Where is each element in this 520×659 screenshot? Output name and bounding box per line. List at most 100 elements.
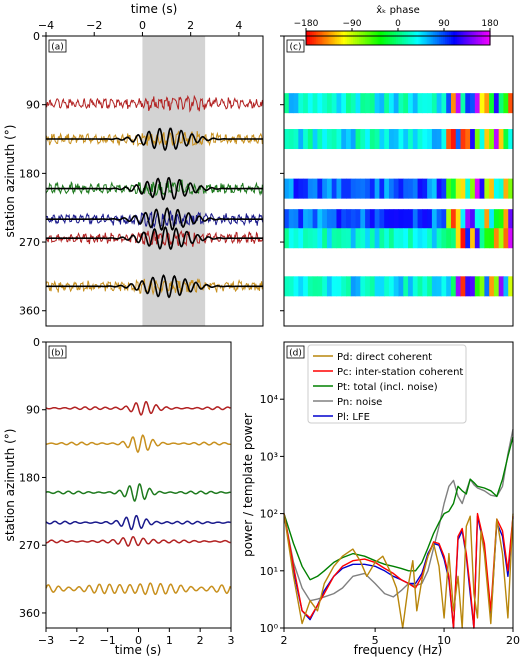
panel-c-colorbar-cell-19 [344,31,348,45]
panel-c-row-0-cell-35 [450,93,457,114]
panel-c-row-3-cell-13 [346,209,352,230]
panel-c-row-4-cell-27 [412,228,419,249]
panel-c-row-4-cell-1 [288,228,295,249]
panel-c-row-5-cell-31 [431,276,438,297]
panel-c-row-3-cell-45 [498,209,504,230]
panel-c-colorbar-cell-58 [424,31,428,45]
panel-c-colorbar-cell-47 [402,31,405,45]
panel-c-row-5-cell-10 [331,276,337,297]
panel-c-row-5-cell-41 [479,276,485,297]
panel-a-xtick-label-2: 0 [139,19,146,32]
panel-c-colorbar-cell-84 [477,31,481,45]
panel-c-row-1-cell-11 [336,129,342,150]
panel-c-row-2-cell-4 [303,178,309,199]
panel-c-row-1-cell-44 [493,129,500,150]
panel-c-row-5-cell-20 [379,276,385,297]
panel-a-ytick-label-4: 360 [19,305,40,318]
panel-a-trace-0 [45,94,264,113]
panel-c-row-1-cell-4 [303,129,309,150]
panel-c-row-4-cell-9 [326,228,333,249]
panel-d-series-0 [283,513,514,629]
panel-a-trace-1 [45,130,264,147]
panel-c-row-1-cell-27 [412,129,419,150]
panel-c-row-0-cell-40 [474,93,481,114]
panel-c-row-1-cell-42 [484,129,490,150]
panel-d-ytick-label-4: 10⁴ [260,393,279,406]
panel-c-colorbar-cell-5 [316,31,319,45]
panel-c-row-4-cell-35 [450,228,457,249]
panel-c-row-5-cell-8 [322,276,328,297]
panel-c-colorbar-cell-39 [385,31,389,45]
panel-c-row-4-cell-15 [355,228,361,249]
panel-c-row-4-cell-32 [436,228,442,249]
panel-d-label-box [286,345,305,359]
panel-c-row-4-cell-29 [422,228,428,249]
panel-c-row-4-cell-0 [284,228,290,249]
panel-c-colorbar-cell-24 [355,31,358,45]
panel-b-label-box [48,345,67,359]
panel-c-row-1-cell-46 [503,129,509,150]
panel-c-row-5-cell-34 [446,276,452,297]
panel-c-row-4-cell-37 [460,228,466,249]
panel-b-ytick-label-3: 270 [19,539,40,552]
panel-c-row-4-cell-10 [331,228,337,249]
panel-c-colorbar-cell-71 [451,31,454,45]
panel-a-trace-3 [45,209,264,230]
panel-c-row-3-cell-39 [470,209,476,230]
panel-d-xtick-label-1: 5 [372,634,379,647]
panel-c-row-3-cell-44 [493,209,500,230]
panel-c-colorbar-cell-17 [340,31,344,45]
panel-c-row-3-cell-38 [465,209,471,230]
panel-c-row-0-cell-34 [446,93,452,114]
panel-c-row-3-cell-28 [417,209,423,230]
panel-c-row-0-cell-17 [365,93,371,114]
panel-c-row-3-cell-20 [379,209,385,230]
panel-c-row-1-cell-33 [441,129,447,150]
panel-c-colorbar-cell-79 [467,31,471,45]
panel-d-legend-label-2: Pt: total (incl. noise) [337,382,438,393]
panel-b-trace-2 [45,483,231,502]
panel-c-row-4-cell-11 [336,228,342,249]
panel-c-row-2-cell-14 [350,178,357,199]
panel-c-colorbar-cell-31 [369,31,373,45]
panel-c-colorbar-cell-62 [432,31,436,45]
panel-c-row-0-cell-8 [322,93,328,114]
panel-c-colorbar-tick-label-3: 90 [438,19,450,29]
panel-c-row-2-cell-7 [317,178,323,199]
panel-c-row-2-cell-11 [336,178,342,199]
panel-c-row-2-cell-18 [369,178,376,199]
panel-c-colorbar-cell-38 [383,31,387,45]
panel-b-ylabel: station azimuth (°) [3,429,17,542]
panel-c-row-0-cell-11 [336,93,342,114]
panel-b-trace-1 [46,434,231,454]
panel-c-row-5-cell-46 [503,276,509,297]
panel-d-spectra: 2 5 10 20 10⁰ 10¹ 10² 10³ 10⁴ frequency (Hz) pow… [241,341,520,657]
panel-c-colorbar-cell-73 [455,31,458,45]
panel-b-xtick-label-6: 3 [228,634,235,647]
panel-c-colorbar-cell-13 [332,31,336,45]
panel-c-colorbar-cell-70 [449,31,452,45]
panel-c-colorbar-cell-27 [361,31,364,45]
panel-d-xlabel: frequency (Hz) [354,643,443,657]
panel-c-colorbar-cell-37 [381,31,385,45]
panel-c-row-3-cell-11 [336,209,342,230]
panel-c-row-3-cell-5 [307,209,314,230]
panel-c-row-3-cell-33 [441,209,447,230]
panel-d-xtick-label-3: 20 [506,634,520,647]
panel-c-row-1-cell-29 [422,129,428,150]
panel-c-colorbar-cell-54 [416,31,420,45]
panel-c-row-4-cell-16 [360,228,366,249]
panel-c-row-3-cell-25 [403,209,409,230]
panel-c-row-4-cell-40 [474,228,481,249]
panel-c-row-3-cell-8 [322,209,328,230]
panel-c-colorbar-cell-34 [375,31,379,45]
panel-c-row-0-cell-30 [427,93,433,114]
panel-c-row-4-cell-43 [489,228,495,249]
panel-c-row-5-cell-28 [417,276,423,297]
panel-c-row-1-cell-18 [369,129,376,150]
panel-c-row-4-cell-31 [431,228,438,249]
panel-c-row-1-cell-23 [393,129,399,150]
panel-c-row-4-cell-38 [465,228,471,249]
panel-c-row-4-cell-22 [388,228,395,249]
panel-c-colorbar-cell-56 [420,31,424,45]
